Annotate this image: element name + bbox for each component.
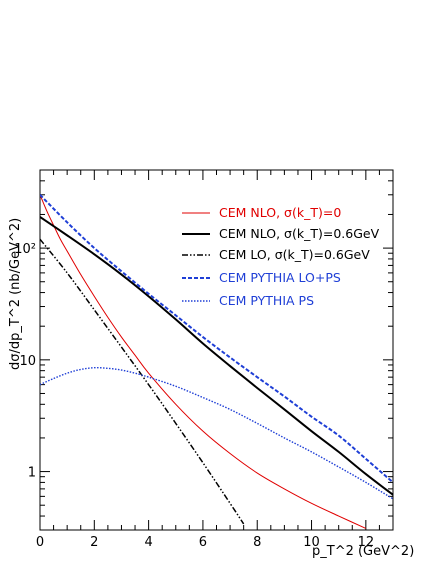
x-axis-label: p_T^2 (GeV^2) <box>312 544 414 559</box>
series-2-line <box>40 216 393 496</box>
series-3-legend-label: CEM LO, σ(k_T)=0.6GeV <box>219 247 370 262</box>
y-tick-label: 10² <box>14 242 36 257</box>
series-1-legend-label: CEM NLO, σ(k_T)=0 <box>219 205 341 220</box>
series-3-line <box>40 238 245 525</box>
plot-frame <box>39 169 394 531</box>
series-2-legend-label: CEM NLO, σ(k_T)=0.6GeV <box>219 226 380 241</box>
legend: CEM NLO, σ(k_T)=0 CEM NLO, σ(k_T)=0.6GeV C… <box>182 205 380 308</box>
y-axis-label: dσ/dp_T^2 (nb/GeV^2) <box>8 218 23 370</box>
x-tick-label: 10 <box>303 535 320 550</box>
x-tick-label: 4 <box>144 535 152 550</box>
tick-labels: 0 2 4 6 8 10 12 1 10 10² <box>14 242 374 550</box>
x-tick-label: 6 <box>199 535 207 550</box>
axis-ticks <box>39 169 394 531</box>
x-tick-label: 8 <box>253 535 261 550</box>
x-tick-label: 12 <box>358 535 375 550</box>
x-tick-label: 0 <box>36 535 44 550</box>
series-5-legend-label: CEM PYTHIA PS <box>219 293 314 308</box>
y-tick-label: 10 <box>19 354 36 369</box>
curves <box>40 194 393 529</box>
series-4-legend-label: CEM PYTHIA LO+PS <box>219 270 341 285</box>
series-4-line <box>40 194 393 484</box>
y-tick-label: 1 <box>28 466 36 481</box>
series-5-line <box>40 366 393 500</box>
series-1-line <box>40 194 367 529</box>
x-tick-label: 2 <box>90 535 98 550</box>
